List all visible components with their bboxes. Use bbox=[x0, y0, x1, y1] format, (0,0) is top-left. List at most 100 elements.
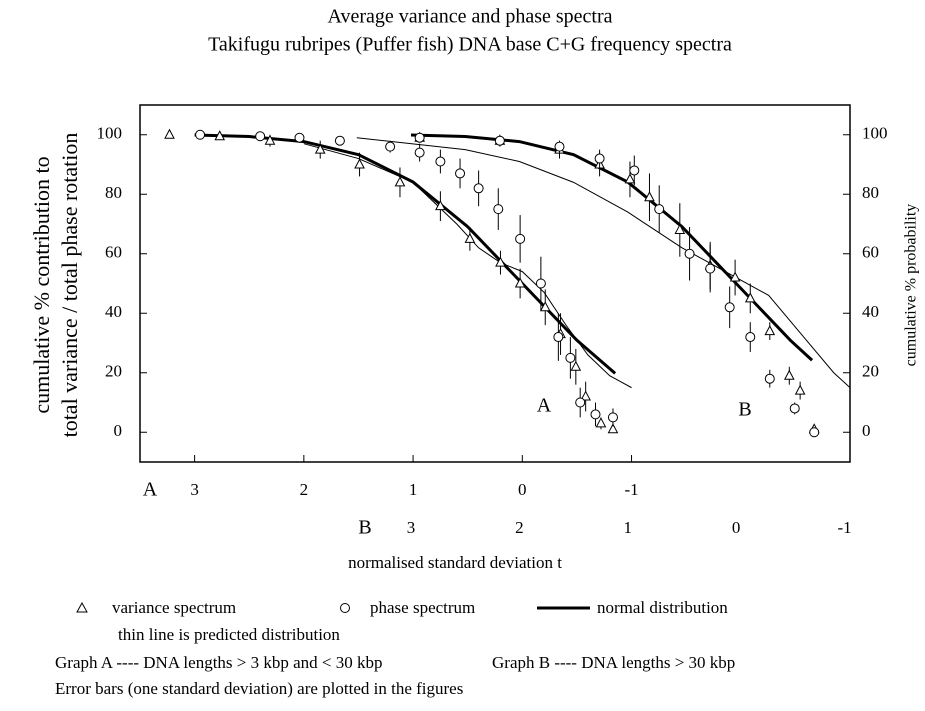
variance-point bbox=[514, 277, 526, 288]
variance-point bbox=[314, 143, 326, 154]
variance-point bbox=[539, 301, 551, 312]
y-tick-label: 80 bbox=[105, 183, 122, 202]
phase-point bbox=[809, 427, 820, 438]
phase-point bbox=[255, 131, 266, 142]
y2-tick-label: 100 bbox=[862, 124, 888, 143]
phase-point bbox=[789, 403, 800, 414]
x-tick-label: 2 bbox=[515, 518, 524, 537]
variance-point bbox=[674, 223, 686, 234]
phase-point bbox=[764, 373, 775, 384]
y-axis-label: total variance / total phase rotation bbox=[57, 133, 82, 438]
phase-point bbox=[535, 278, 546, 289]
normal-line bbox=[410, 133, 814, 362]
x-axis-name: B bbox=[358, 517, 371, 539]
variance-point bbox=[464, 232, 476, 243]
x-tick-label: -1 bbox=[837, 518, 851, 537]
phase-point bbox=[590, 409, 601, 420]
y2-axis-label: cumulative % probability bbox=[903, 204, 920, 367]
y2-tick-label: 60 bbox=[862, 243, 879, 262]
graph-label: A bbox=[537, 395, 552, 417]
variance-point bbox=[764, 325, 776, 336]
phase-point bbox=[594, 153, 605, 164]
y2-tick-label: 0 bbox=[862, 421, 871, 440]
y-tick-label: 40 bbox=[105, 302, 122, 321]
variance-point bbox=[595, 417, 607, 428]
graph-label: B bbox=[738, 399, 751, 421]
phase-point bbox=[515, 233, 526, 244]
variance-point bbox=[644, 191, 655, 202]
variance-point bbox=[783, 369, 795, 380]
variance-point bbox=[580, 390, 591, 401]
note: Graph A ---- DNA lengths > 3 kbp and < 3… bbox=[55, 653, 383, 672]
phase-point bbox=[385, 141, 396, 152]
x-axis-label: normalised standard deviation t bbox=[348, 553, 562, 572]
note: Graph B ---- DNA lengths > 30 kbp bbox=[492, 653, 735, 672]
x-tick-label: 0 bbox=[518, 480, 527, 499]
y-axis-label: cumulative % contribution to bbox=[29, 156, 54, 413]
variance-point bbox=[729, 271, 741, 282]
legend-label: phase spectrum bbox=[370, 598, 475, 617]
variance-point bbox=[607, 423, 619, 434]
y2-tick-label: 20 bbox=[862, 362, 879, 381]
x-tick-label: 1 bbox=[409, 480, 418, 499]
note: thin line is predicted distribution bbox=[118, 625, 340, 644]
x-tick-label: 3 bbox=[190, 480, 199, 499]
phase-point bbox=[455, 168, 466, 179]
phase-point bbox=[554, 141, 565, 152]
x-tick-label: 2 bbox=[300, 480, 309, 499]
y2-tick-label: 40 bbox=[862, 302, 879, 321]
y-tick-label: 100 bbox=[97, 124, 123, 143]
y-tick-label: 20 bbox=[105, 362, 122, 381]
x-axis-name: A bbox=[143, 479, 158, 501]
predicted-line bbox=[303, 143, 632, 389]
legend-marker bbox=[76, 601, 88, 613]
chart-subtitle: Takifugu rubripes (Puffer fish) DNA base… bbox=[208, 34, 732, 56]
x-tick-label: 1 bbox=[624, 518, 633, 537]
variance-point bbox=[164, 128, 175, 139]
phase-point bbox=[294, 132, 305, 143]
normal-line bbox=[194, 133, 617, 375]
plot-frame bbox=[139, 104, 851, 463]
phase-point bbox=[494, 135, 505, 146]
phase-point bbox=[195, 129, 206, 140]
phase-point bbox=[607, 412, 618, 423]
phase-point bbox=[745, 332, 756, 343]
x-tick-label: 0 bbox=[732, 518, 741, 537]
phase-point bbox=[473, 183, 484, 194]
phase-point bbox=[435, 156, 446, 167]
variance-point bbox=[744, 292, 756, 303]
phase-point bbox=[654, 204, 665, 215]
y-tick-label: 60 bbox=[105, 243, 122, 262]
y2-tick-label: 80 bbox=[862, 183, 879, 202]
y-tick-label: 0 bbox=[114, 421, 123, 440]
variance-point bbox=[214, 130, 226, 141]
variance-point bbox=[570, 360, 582, 371]
note: Error bars (one standard deviation) are … bbox=[55, 679, 463, 698]
legend-marker bbox=[340, 603, 350, 613]
phase-point bbox=[414, 147, 425, 158]
variance-point bbox=[435, 200, 446, 211]
legend-label: normal distribution bbox=[597, 598, 728, 617]
phase-point bbox=[575, 397, 586, 408]
phase-point bbox=[334, 135, 345, 146]
phase-point bbox=[684, 248, 695, 259]
x-tick-label: 3 bbox=[407, 518, 416, 537]
phase-point bbox=[553, 332, 564, 343]
chart-title: Average variance and phase spectra bbox=[327, 6, 612, 28]
variance-point bbox=[495, 256, 506, 267]
variance-point bbox=[794, 384, 806, 395]
phase-point bbox=[629, 165, 640, 176]
variance-point bbox=[624, 173, 636, 184]
phase-point bbox=[414, 132, 425, 143]
phase-point bbox=[724, 302, 735, 313]
phase-point bbox=[705, 263, 716, 274]
variance-point bbox=[264, 134, 276, 145]
phase-point bbox=[565, 352, 576, 363]
x-tick-label: -1 bbox=[624, 480, 638, 499]
variance-point bbox=[354, 158, 365, 169]
legend-label: variance spectrum bbox=[112, 598, 236, 617]
variance-point bbox=[394, 176, 406, 187]
phase-point bbox=[493, 204, 504, 215]
predicted-line bbox=[356, 137, 851, 388]
